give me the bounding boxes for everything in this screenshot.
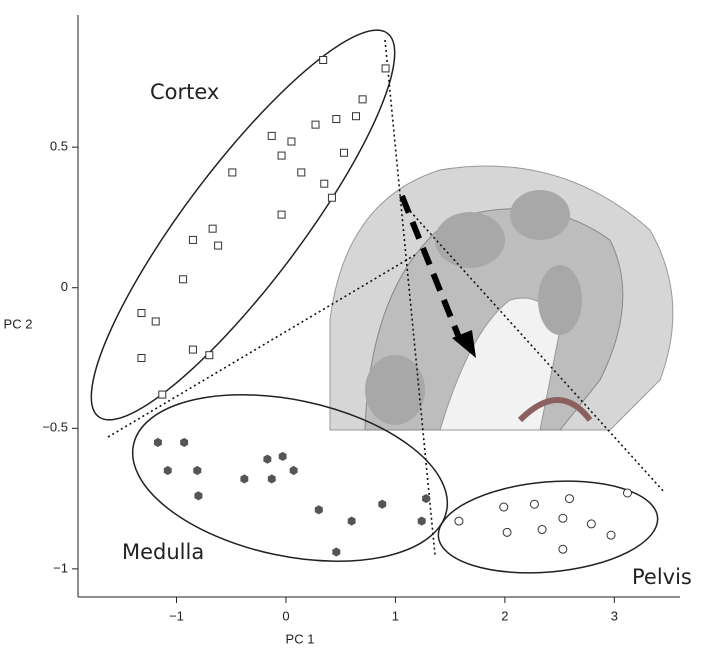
point (264, 455, 271, 463)
point (195, 492, 202, 500)
kidney-illustration (330, 166, 673, 430)
point (359, 96, 366, 103)
point (298, 169, 305, 176)
point (559, 545, 567, 553)
point (333, 116, 340, 123)
point (206, 352, 213, 359)
point (268, 475, 275, 483)
point (348, 517, 355, 525)
point (559, 514, 567, 522)
point (503, 528, 511, 536)
group-label: Cortex (150, 80, 219, 104)
x-tick-label: 3 (611, 608, 618, 623)
point (333, 548, 340, 556)
point (189, 236, 196, 243)
point (279, 452, 286, 460)
point (164, 467, 171, 475)
point (278, 211, 285, 218)
point (189, 346, 196, 353)
point (241, 475, 248, 483)
point (607, 531, 615, 539)
group-label: Pelvis (632, 565, 692, 589)
point (181, 438, 188, 446)
x-tick-label: −1 (169, 608, 184, 623)
point (154, 438, 161, 446)
x-axis-label: PC 1 (286, 631, 315, 646)
y-axis-label: PC 2 (4, 316, 33, 331)
point (278, 152, 285, 159)
point (138, 310, 145, 317)
group-label: Medulla (122, 540, 204, 564)
pyramid (538, 265, 582, 335)
x-tick-label: 2 (501, 608, 508, 623)
point (418, 517, 425, 525)
point (321, 180, 328, 187)
point (379, 500, 386, 508)
point (159, 391, 166, 398)
x-tick-label: 1 (392, 608, 399, 623)
y-tick-label: 0 (61, 279, 68, 294)
point (194, 467, 201, 475)
point (268, 132, 275, 139)
point (290, 467, 297, 475)
point (288, 138, 295, 145)
point (500, 503, 508, 511)
point (538, 526, 546, 534)
y-tick-label: −1 (53, 560, 68, 575)
y-tick-label: −0.5 (42, 420, 68, 435)
point (229, 169, 236, 176)
point (340, 149, 347, 156)
pyramid (435, 212, 505, 268)
page: {"chart_data": {"type": "scatter", "x_la… (0, 0, 702, 657)
y-tick-label: 0.5 (50, 139, 68, 154)
x-tick-label: 0 (282, 608, 289, 623)
point (152, 318, 159, 325)
point (180, 276, 187, 283)
point (382, 65, 389, 72)
point (587, 520, 595, 528)
point (455, 517, 463, 525)
point (623, 489, 631, 497)
point (138, 355, 145, 362)
point (320, 56, 327, 63)
point (215, 242, 222, 249)
point (312, 121, 319, 128)
point (353, 113, 360, 120)
point (423, 495, 430, 503)
point (530, 500, 538, 508)
point (315, 506, 322, 514)
point (209, 225, 216, 232)
point (328, 194, 335, 201)
chart: PC 1 PC 2 −1 0 1 2 3 −1 −0.5 0 0.5 Cortex Medulla P… (0, 0, 702, 657)
pyramid (510, 190, 570, 240)
point (565, 495, 573, 503)
